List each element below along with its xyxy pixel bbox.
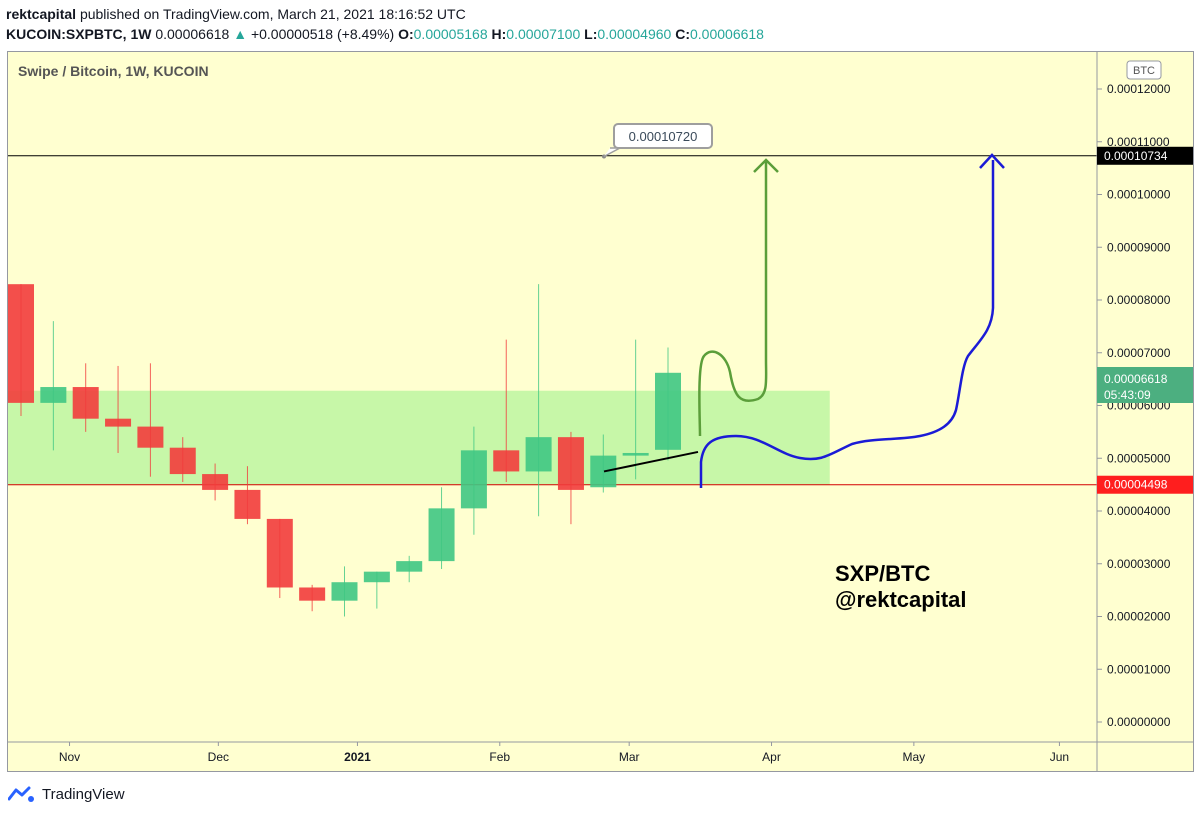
- candle-body: [655, 372, 681, 450]
- x-tick-label: Feb: [489, 750, 510, 764]
- blue-projection-path: [699, 160, 995, 488]
- candle-body: [331, 582, 358, 601]
- y-tick-label: 0.00001000: [1107, 662, 1171, 676]
- currency-badge: [1126, 60, 1162, 80]
- publish-info: published on TradingView.com, March 21, …: [79, 6, 466, 22]
- x-tick-label: Nov: [59, 750, 80, 764]
- candle-body: [299, 587, 326, 601]
- candle-body: [234, 489, 261, 519]
- open-label: O:: [398, 26, 414, 42]
- blue-arrowhead: [979, 153, 1005, 169]
- green-projection-path: [698, 162, 768, 437]
- candle-body: [493, 450, 520, 472]
- open-value: 0.00005168: [413, 26, 488, 42]
- callout-label: 0.00010720: [629, 129, 698, 144]
- symbol-label: KUCOIN:SXPBTC, 1W: [6, 26, 152, 42]
- y-tick-label: 0.00011000: [1107, 135, 1170, 149]
- y-tick-label: 0.00003000: [1107, 557, 1171, 571]
- annotation-handle: @rektcapital: [835, 587, 967, 612]
- y-tick-label: 0.00005000: [1107, 451, 1171, 465]
- candle-body: [622, 452, 649, 456]
- high-value: 0.00007100: [506, 26, 581, 42]
- candle-body: [590, 455, 617, 488]
- close-label: C:: [675, 26, 690, 42]
- x-tick-label: Mar: [619, 750, 640, 764]
- x-tick-label: May: [903, 750, 926, 764]
- y-tick-label: 0.00012000: [1107, 82, 1171, 96]
- candle-body: [8, 284, 34, 403]
- last-price-tag: [1097, 367, 1193, 403]
- candle-body: [72, 387, 99, 419]
- green-arrowhead: [753, 158, 779, 173]
- candle-body: [105, 418, 132, 427]
- x-tick-label: Jun: [1050, 750, 1069, 764]
- y-tick-label: 0.00002000: [1107, 610, 1171, 624]
- author-name[interactable]: rektcapital: [6, 6, 77, 22]
- y-tick-label: 0.00010000: [1107, 188, 1171, 202]
- callout-tail: [603, 147, 621, 158]
- candle-body: [396, 561, 423, 572]
- resistance-price-label: 0.00010734: [1104, 149, 1168, 163]
- close-value: 0.00006618: [690, 26, 764, 42]
- y-tick-label: 0.00008000: [1107, 293, 1171, 307]
- ohlc-line: KUCOIN:SXPBTC, 1W 0.00006618 ▲ +0.000005…: [6, 26, 764, 42]
- x-tick-label: Dec: [208, 750, 229, 764]
- last-price: 0.00006618: [155, 26, 230, 42]
- publish-line: rektcapital published on TradingView.com…: [6, 6, 466, 22]
- annotation-pair: SXP/BTC: [835, 561, 930, 586]
- candle-body: [557, 437, 584, 490]
- candle-body: [202, 474, 229, 490]
- low-value: 0.00004960: [597, 26, 672, 42]
- currency-badge-label: BTC: [1133, 65, 1155, 77]
- candle-body: [428, 508, 455, 562]
- support-price-label: 0.00004498: [1104, 478, 1168, 492]
- candle-body: [460, 450, 487, 509]
- y-tick-label: 0.00007000: [1107, 346, 1171, 360]
- x-tick-label: Apr: [762, 750, 781, 764]
- low-label: L:: [584, 26, 598, 42]
- y-tick-label: 0.00000000: [1107, 715, 1171, 729]
- support-price-tag: [1097, 475, 1193, 494]
- callout-box: [613, 123, 713, 149]
- candle-body: [169, 447, 196, 475]
- trend-line: [603, 450, 699, 473]
- tradingview-brand: TradingView: [42, 785, 125, 803]
- price-change: +0.00000518 (+8.49%): [250, 26, 395, 42]
- x-tick-label: 2021: [344, 750, 371, 764]
- candle-body: [363, 571, 390, 583]
- plot-area: [8, 123, 1097, 617]
- y-tick-label: 0.00009000: [1107, 240, 1171, 254]
- tradingview-logo-icon: [8, 786, 34, 802]
- candle-body: [40, 387, 67, 403]
- last-price-label: 0.00006618: [1104, 372, 1168, 386]
- candle-body: [137, 426, 164, 448]
- high-label: H:: [491, 26, 507, 42]
- candle-body: [525, 437, 552, 472]
- countdown-label: 05:43:09: [1104, 388, 1151, 402]
- change-arrow-icon: ▲: [233, 26, 248, 42]
- candle-body: [266, 518, 293, 588]
- y-tick-label: 0.00004000: [1107, 504, 1171, 518]
- resistance-price-tag: [1097, 146, 1193, 165]
- support-zone: [8, 390, 830, 485]
- tradingview-footer[interactable]: TradingView: [8, 785, 125, 803]
- chart-title: Swipe / Bitcoin, 1W, KUCOIN: [18, 63, 209, 79]
